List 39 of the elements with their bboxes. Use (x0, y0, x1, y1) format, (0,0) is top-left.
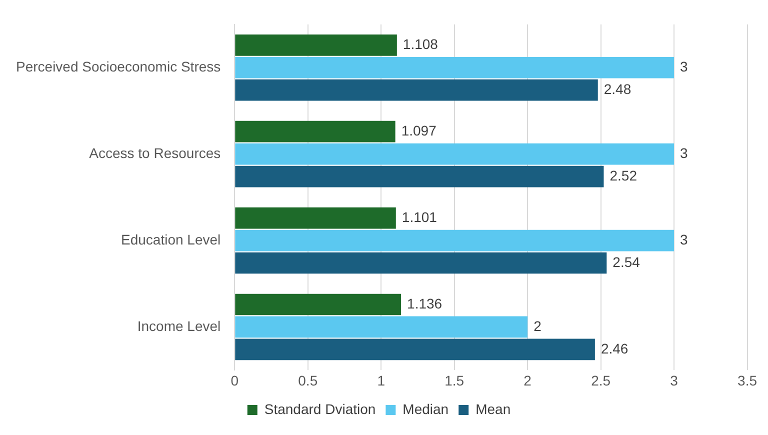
bar (235, 207, 396, 229)
x-tick-label: 1.5 (444, 372, 464, 388)
legend-label: Standard Dviation (264, 400, 376, 417)
x-tick-label: 3.5 (738, 372, 758, 388)
bar (235, 230, 674, 252)
y-tick-label: Education Level (121, 231, 221, 248)
data-label: 2.54 (612, 254, 640, 270)
bar (235, 143, 674, 165)
data-label: 2.52 (610, 167, 638, 184)
bar (235, 166, 604, 188)
y-tick-label: Income Level (137, 318, 221, 334)
x-tick-label: 0 (230, 372, 239, 388)
data-label: 1.101 (402, 208, 438, 225)
legend-label: Mean (476, 400, 511, 417)
y-tick-label: Access to Resources (89, 144, 221, 161)
data-label: 2.46 (600, 340, 628, 356)
x-tick-label: 3 (670, 372, 678, 388)
x-tick-label: 0.5 (298, 372, 318, 388)
data-label: 3 (680, 231, 688, 248)
data-label: 1.097 (401, 122, 437, 138)
data-label: 1.108 (402, 36, 438, 52)
bar (235, 316, 528, 338)
data-label: 2 (534, 318, 542, 334)
data-label: 3 (680, 144, 688, 161)
bar (235, 120, 396, 142)
bar (235, 338, 595, 360)
data-label: 2.48 (604, 80, 632, 97)
bar (235, 79, 598, 101)
y-tick-label: Perceived Socioeconomic Stress (16, 58, 221, 74)
legend-label: Median (402, 400, 449, 417)
bar (235, 294, 402, 316)
x-tick-label: 2.5 (591, 372, 611, 388)
bar (235, 252, 607, 274)
bar (235, 56, 674, 78)
data-label: 3 (680, 58, 688, 74)
data-label: 1.136 (407, 295, 442, 312)
x-tick-label: 1 (377, 372, 386, 388)
x-tick-label: 2 (524, 372, 532, 388)
bar (235, 34, 397, 56)
